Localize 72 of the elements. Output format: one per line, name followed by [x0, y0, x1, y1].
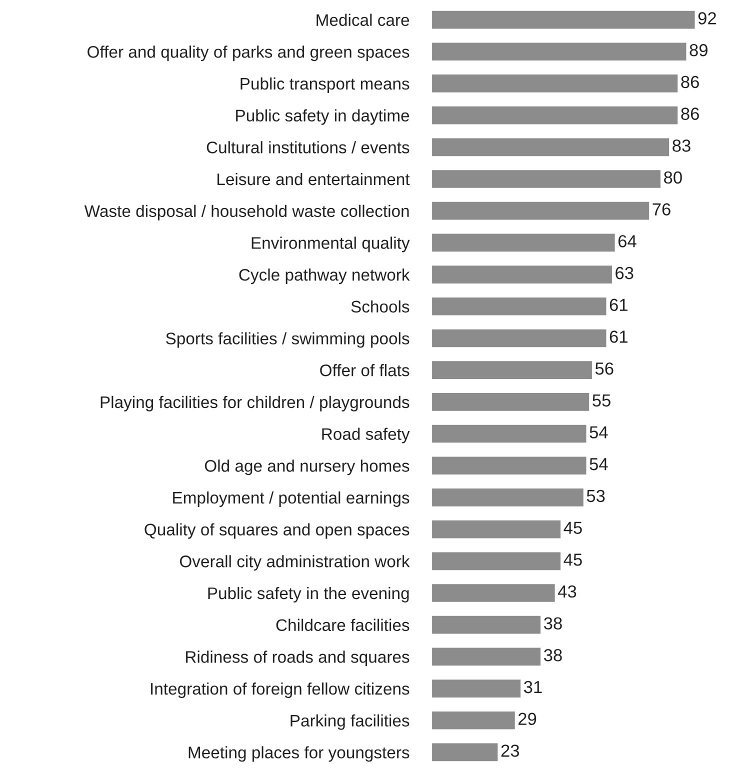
bar: [432, 552, 561, 570]
bar: [432, 520, 561, 538]
bar: [432, 170, 661, 188]
data-label: 45: [564, 554, 582, 566]
y-tick-label: Offer and quality of parks and green spaces: [88, 46, 410, 62]
y-tick-label: Quality of squares and open spaces: [144, 523, 410, 539]
y-tick-label: Meeting places for youngsters: [188, 746, 410, 762]
bar: [432, 711, 515, 730]
data-label: 38: [544, 617, 562, 630]
y-tick-label: Cultural institutions / events: [206, 141, 410, 154]
data-label: 92: [698, 12, 716, 24]
data-label: 45: [564, 522, 582, 534]
y-tick-label: Medical care: [316, 14, 410, 26]
y-tick-label: Road safety: [322, 428, 410, 444]
data-label: 43: [558, 585, 576, 598]
bar: [432, 648, 541, 666]
data-label: 61: [610, 298, 628, 312]
y-tick-label: Childcare facilities: [276, 618, 410, 632]
y-tick-label: Public safety in daytime: [236, 109, 410, 125]
bar: [432, 202, 650, 220]
data-label: 63: [616, 266, 634, 280]
data-label: 83: [672, 140, 690, 152]
bar: [432, 393, 590, 411]
data-label: 64: [618, 235, 636, 248]
bar: [432, 616, 541, 634]
bar: [432, 743, 498, 762]
y-tick-label: Leisure and entertainment: [218, 172, 410, 186]
bar: [432, 234, 615, 252]
bar: [432, 424, 586, 443]
bar: [432, 456, 586, 475]
bar: [432, 10, 695, 29]
y-tick-label: Offer of flats: [320, 364, 410, 376]
data-label: 86: [681, 108, 699, 120]
bar: [432, 266, 612, 284]
y-tick-label: Overall city administration work: [180, 555, 410, 571]
bar: [432, 361, 592, 379]
y-tick-label: Playing facilities for children / playgrounds: [100, 396, 410, 412]
data-label: 80: [664, 171, 682, 184]
bar: [432, 488, 584, 506]
data-label: 54: [590, 426, 608, 438]
data-label: 89: [690, 44, 708, 56]
bar: [432, 584, 555, 602]
y-tick-label: Waste disposal / household waste collection: [84, 204, 409, 220]
y-tick-label: Public safety in the evening: [208, 586, 409, 602]
y-tick-label: Public transport means: [240, 77, 410, 93]
bar: [432, 106, 678, 124]
data-label: 76: [652, 203, 670, 216]
data-label: 53: [586, 490, 605, 502]
data-label: 29: [518, 712, 536, 726]
y-tick-label: Schools: [351, 300, 410, 313]
bar: [432, 680, 521, 698]
data-label: 38: [544, 649, 562, 662]
data-label: 31: [524, 680, 542, 694]
data-label: 86: [681, 76, 699, 88]
bar: [432, 138, 670, 156]
data-label: 56: [595, 362, 614, 375]
y-tick-label: Sports facilities / swimming pools: [166, 332, 410, 348]
y-tick-label: Old age and nursery homes: [204, 460, 410, 476]
y-tick-label: Parking facilities: [290, 714, 410, 730]
bar: [432, 329, 606, 348]
y-tick-label: Environmental quality: [252, 236, 410, 252]
y-tick-label: Employment / potential earnings: [173, 491, 410, 507]
y-tick-label: Ridiness of roads and squares: [186, 650, 410, 666]
bar: [432, 74, 678, 92]
y-tick-label: Integration of foreign fellow citizens: [151, 682, 410, 698]
bar: [432, 42, 686, 61]
data-label: 61: [610, 330, 628, 343]
bar: [432, 297, 606, 316]
data-label: 23: [501, 744, 520, 757]
y-tick-label: Cycle pathway network: [239, 268, 410, 284]
data-label: 54: [590, 458, 608, 470]
data-label: 55: [592, 394, 610, 407]
